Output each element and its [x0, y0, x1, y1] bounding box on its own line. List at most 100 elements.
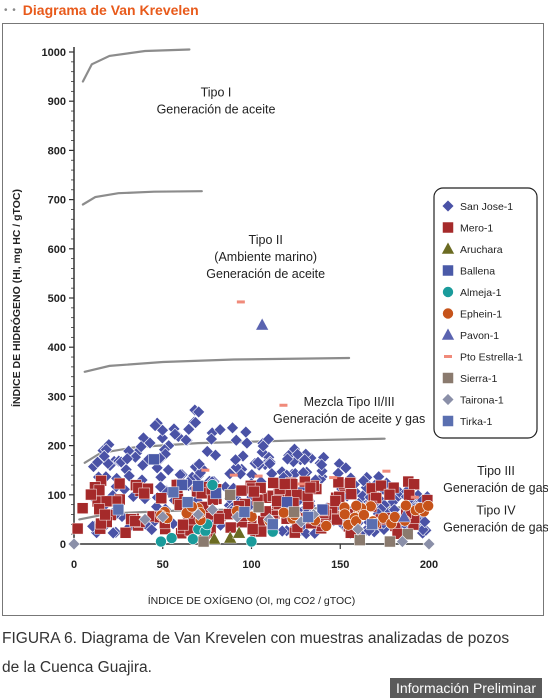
- data-point: [156, 510, 170, 524]
- data-point: [382, 469, 391, 473]
- data-point: [277, 506, 290, 519]
- data-point: [251, 455, 265, 469]
- preliminary-badge: Información Preliminar: [389, 678, 542, 698]
- data-point: [418, 515, 432, 529]
- series-pto-estrella-1: [201, 300, 419, 499]
- boundary-curve: [83, 356, 351, 373]
- data-point: [240, 436, 254, 450]
- data-point: [320, 520, 332, 532]
- data-point: [192, 405, 206, 419]
- data-point: [181, 496, 194, 508]
- data-point: [148, 419, 162, 433]
- data-point: [119, 527, 132, 539]
- zone-label: Mezcla Tipo II/III: [304, 395, 395, 409]
- data-point: [168, 427, 182, 441]
- data-point: [395, 535, 409, 548]
- data-point: [235, 484, 248, 497]
- legend-label: Mero-1: [460, 223, 493, 235]
- data-point: [136, 458, 150, 472]
- data-point: [281, 496, 293, 508]
- zone-label: Generación de gas: [443, 520, 548, 534]
- series-aruchara: [207, 525, 246, 545]
- zone-label: (Ambiente marino): [214, 250, 317, 264]
- data-point: [138, 512, 152, 526]
- data-point: [76, 502, 89, 514]
- caption-line-1: FIGURA 6. Diagrama de Van Krevelen con m…: [2, 630, 510, 647]
- data-point: [252, 501, 265, 513]
- legend-marker: [442, 307, 454, 320]
- data-point: [179, 433, 193, 447]
- data-point: [206, 479, 219, 491]
- data-point: [410, 495, 419, 499]
- data-point: [332, 476, 345, 489]
- data-point: [192, 480, 204, 492]
- data-point: [267, 518, 279, 531]
- legend-marker: [442, 264, 454, 277]
- zone-label: Tipo IV: [476, 503, 516, 517]
- legend-marker: [442, 372, 454, 384]
- legend-marker: [441, 393, 455, 406]
- series-tirka-1: [112, 486, 378, 531]
- data-point: [358, 509, 370, 521]
- data-point: [248, 485, 260, 498]
- data-point: [129, 515, 142, 527]
- data-point: [207, 531, 222, 545]
- data-point: [155, 492, 168, 504]
- data-point: [345, 488, 358, 500]
- data-point: [262, 432, 275, 446]
- legend-label: Sierra-1: [460, 373, 498, 385]
- data-point: [239, 425, 253, 439]
- data-point: [298, 453, 312, 467]
- legend-item: Ephein-1: [442, 307, 502, 321]
- data-point: [338, 508, 351, 521]
- data-point: [161, 463, 175, 477]
- data-point: [344, 477, 357, 489]
- data-point: [278, 478, 291, 490]
- legend-label: San Jose-1: [460, 201, 513, 213]
- legend-marker: [441, 199, 455, 213]
- data-point: [397, 509, 412, 523]
- legend-marker: [442, 415, 454, 427]
- data-point: [155, 431, 169, 445]
- data-point: [403, 488, 416, 501]
- data-point: [401, 528, 414, 540]
- data-point: [229, 433, 243, 447]
- legend-item: Pavon-1: [441, 327, 499, 342]
- legend-marker: [442, 221, 454, 234]
- series-sierra-1: [197, 489, 414, 548]
- legend-marker: [444, 355, 452, 358]
- data-point: [383, 488, 396, 501]
- x-tick-label: 150: [331, 559, 349, 571]
- data-point: [177, 518, 189, 531]
- data-point: [122, 469, 136, 483]
- data-point: [112, 503, 125, 516]
- legend-item: Aruchara: [441, 241, 503, 256]
- data-point: [351, 522, 365, 536]
- legend-item: Sierra-1: [442, 372, 498, 385]
- data-point: [187, 533, 199, 545]
- data-point: [213, 423, 227, 437]
- data-point: [245, 535, 258, 548]
- legend-box: [433, 187, 538, 439]
- data-point: [224, 521, 237, 534]
- data-point: [329, 476, 338, 480]
- series-pavon-1: [255, 317, 412, 523]
- data-point: [400, 499, 412, 512]
- data-point: [91, 455, 104, 469]
- data-point: [201, 468, 210, 472]
- data-point: [71, 522, 84, 535]
- data-point: [106, 526, 120, 540]
- y-tick-label: 400: [48, 342, 66, 354]
- data-point: [229, 473, 238, 477]
- x-tick-label: 0: [71, 559, 77, 571]
- y-tick-label: 300: [48, 391, 66, 403]
- figure-header: • • Diagrama de Van Krevelen: [4, 1, 199, 19]
- data-point: [97, 449, 111, 463]
- data-point: [281, 452, 294, 466]
- data-point: [229, 453, 242, 467]
- data-point: [148, 453, 160, 466]
- boundary-curve: [81, 48, 191, 83]
- data-point: [316, 503, 329, 516]
- zone-label: Generación de aceite: [157, 102, 276, 116]
- data-point: [329, 495, 342, 507]
